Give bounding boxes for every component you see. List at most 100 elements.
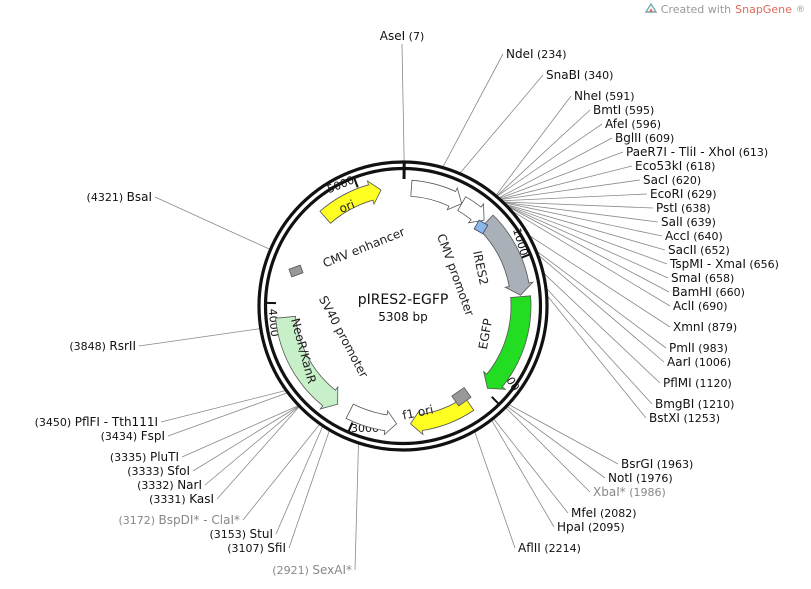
leader-rsrii [138,328,262,347]
enzyme-name-sexai: SexAI* [312,563,352,577]
enzyme-pos-sacii: (652) [697,244,730,257]
enzyme-sacii[interactable]: SacII (652) [668,243,730,257]
leader-mfei [492,417,569,514]
enzyme-aflii[interactable]: AflII (2214) [518,541,581,555]
enzyme-psti[interactable]: PstI (638) [656,201,711,215]
enzyme-name-eco53ki: Eco53kI [635,159,682,173]
leader-sali [501,201,659,223]
enzyme-ecori[interactable]: EcoRI (629) [650,187,716,201]
enzyme-acli[interactable]: AclI (690) [673,299,728,313]
enzyme-bmti[interactable]: BmtI (595) [593,103,654,117]
enzyme-fspi[interactable]: (3434) FspI [101,429,165,443]
enzyme-smai[interactable]: SmaI (658) [671,271,734,285]
enzyme-rsrii[interactable]: (3848) RsrII [69,339,136,353]
enzyme-pos-kasi: (3331) [149,493,189,506]
feature-sv40-promoter[interactable] [345,403,398,436]
enzyme-mfei[interactable]: MfeI (2082) [571,506,637,520]
enzyme-pflmi[interactable]: PflMI (1120) [663,376,732,390]
enzyme-hpai[interactable]: HpaI (2095) [557,520,625,534]
enzyme-snabi[interactable]: SnaBI (340) [546,68,613,82]
enzyme-kasi[interactable]: (3331) KasI [149,492,214,506]
enzyme-bamhi[interactable]: BamHI (660) [672,285,745,299]
enzyme-pos-noti: (1976) [633,472,673,485]
enzyme-sfii[interactable]: (3107) SfiI [227,541,286,555]
feature-cmv-enhancer[interactable] [410,179,463,211]
leader-hpai [490,418,555,528]
feature-label-ori: ori [337,197,357,216]
enzyme-name-nhei: NheI [574,89,602,103]
tick-2000 [491,396,500,405]
enzyme-name-afei: AfeI [605,117,628,131]
enzyme-tspmi-xmai[interactable]: TspMI - XmaI (656) [669,257,779,271]
leader-paer7i-tlii-xhoi [497,151,624,200]
enzyme-pos-nhei: (591) [602,90,635,103]
enzyme-ndei[interactable]: NdeI (234) [506,47,567,61]
enzyme-labels: AseI (7)NdeI (234)SnaBI (340)NheI (591)B… [35,29,779,577]
enzyme-name-kasi: KasI [189,492,214,506]
enzyme-afei[interactable]: AfeI (596) [605,117,661,131]
enzyme-name-acli: AclI [673,299,694,313]
enzyme-name-bspdi-clai: BspDI* - ClaI* [159,513,240,527]
enzyme-name-asei: AseI [380,29,405,43]
enzyme-bstxi[interactable]: BstXI (1253) [649,411,720,425]
enzyme-sexai[interactable]: (2921) SexAI* [272,563,352,577]
tick-5000 [353,177,359,188]
enzyme-name-bmgbi: BmgBI [655,397,694,411]
leader-pflfi-tth111i [160,389,288,423]
enzyme-bspdi-clai[interactable]: (3172) BspDI* - ClaI* [118,513,240,527]
enzyme-name-stui: StuI [250,527,273,541]
enzyme-xmni[interactable]: XmnI (879) [673,320,737,334]
enzyme-acci[interactable]: AccI (640) [665,229,723,243]
enzyme-pmli[interactable]: PmlI (983) [669,341,728,355]
enzyme-pos-ndei: (234) [534,48,567,61]
feature-cmv-promoter[interactable] [457,196,485,224]
enzyme-sali[interactable]: SalI (639) [661,215,716,229]
feature-egfp[interactable] [483,295,532,390]
enzyme-paer7i-tlii-xhoi[interactable]: PaeR7I - TliI - XhoI (613) [626,145,768,159]
feature-f1-ori[interactable] [410,396,475,436]
enzyme-saci[interactable]: SacI (620) [643,173,701,187]
enzyme-pos-aflii: (2214) [541,542,581,555]
plasmid-length: 5308 bp [378,310,428,324]
leader-acci [501,201,663,237]
enzyme-bsai[interactable]: (4321) BsaI [87,190,152,204]
enzyme-pos-mfei: (2082) [597,507,637,520]
enzyme-noti[interactable]: NotI (1976) [608,471,673,485]
leader-bglii [497,137,613,199]
enzyme-name-saci: SacI [643,173,668,187]
enzyme-name-bamhi: BamHI [672,285,712,299]
enzyme-name-bsrgi: BsrGI [621,457,653,471]
enzyme-aari[interactable]: AarI (1006) [667,355,731,369]
enzyme-bglii[interactable]: BglII (609) [615,131,674,145]
enzyme-asei[interactable]: AseI (7) [380,29,424,43]
enzyme-name-xmni: XmnI [673,320,704,334]
snapgene-logo-icon [644,2,658,16]
enzyme-pflfi-tth111i[interactable]: (3450) PflFI - Tth111I [35,415,158,429]
tick-1000 [520,253,531,259]
feature-ires2[interactable] [478,214,534,296]
enzyme-nhei[interactable]: NheI (591) [574,89,635,103]
enzyme-eco53ki[interactable]: Eco53kI (618) [635,159,715,173]
feature-ori[interactable] [319,180,382,224]
enzyme-pos-stui: (3153) [209,528,249,541]
enzyme-nari[interactable]: (3332) NarI [137,478,202,492]
leader-xmni [526,233,671,328]
feature-label-f1-ori: f1 ori [401,402,435,422]
enzyme-pos-sexai: (2921) [272,564,312,577]
feature-label-egfp: EGFP [476,317,495,350]
enzyme-name-bstxi: BstXI [649,411,680,425]
enzyme-pluti[interactable]: (3335) PluTI [110,450,179,464]
leader-nhei [494,95,572,197]
enzyme-bmgbi[interactable]: BmgBI (1210) [655,397,734,411]
enzyme-xbai[interactable]: XbaI* (1986) [593,485,666,499]
enzyme-pos-smai: (658) [701,272,734,285]
enzyme-bsrgi[interactable]: BsrGI (1963) [621,457,693,471]
enzyme-name-nari: NarI [177,478,202,492]
enzyme-stui[interactable]: (3153) StuI [209,527,273,541]
leader-kasi [216,405,301,500]
enzyme-pos-bmti: (595) [621,104,654,117]
feature-neor-kanr[interactable] [275,315,339,410]
leader-bmgbi [544,285,653,405]
enzyme-sfoi[interactable]: (3333) SfoI [127,464,190,478]
enzyme-name-sfii: SfiI [267,541,286,555]
